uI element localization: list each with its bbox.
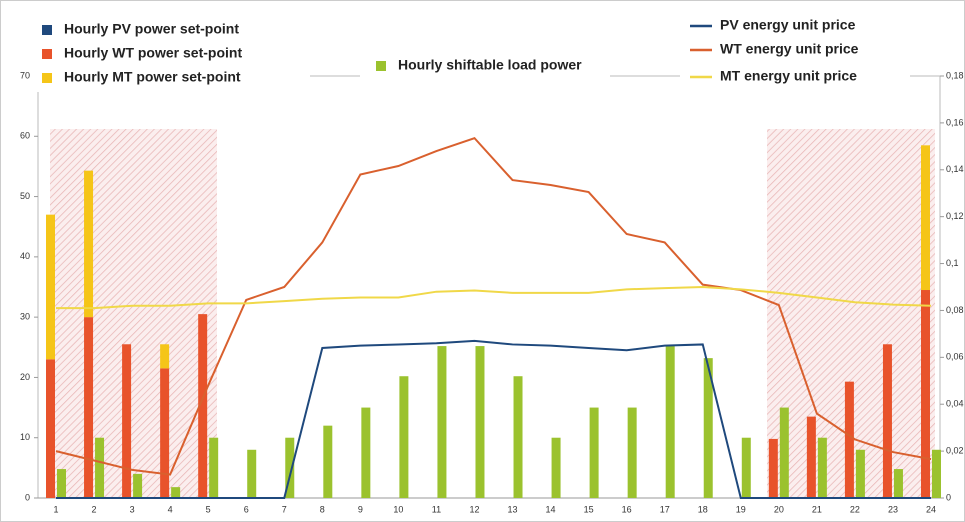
y-tick-label: 0 bbox=[25, 492, 30, 502]
bar bbox=[806, 416, 816, 498]
bar bbox=[46, 214, 55, 360]
legend-swatch bbox=[42, 25, 52, 35]
bar bbox=[703, 358, 713, 498]
bar bbox=[95, 437, 105, 498]
bar bbox=[46, 359, 55, 498]
bar bbox=[817, 437, 827, 498]
x-tick-label: 5 bbox=[206, 504, 211, 514]
x-tick-label: 6 bbox=[244, 504, 249, 514]
bar bbox=[768, 438, 778, 498]
bar bbox=[882, 344, 892, 498]
bar bbox=[198, 314, 208, 498]
legend-label: Hourly shiftable load power bbox=[398, 57, 582, 73]
x-tick-label: 17 bbox=[660, 504, 670, 514]
y2-tick-label: 0,04 bbox=[946, 399, 964, 409]
bar bbox=[285, 437, 295, 498]
y-tick-label: 10 bbox=[20, 432, 30, 442]
legend-label: Hourly MT power set-point bbox=[64, 69, 241, 85]
x-tick-label: 18 bbox=[698, 504, 708, 514]
legend-label: MT energy unit price bbox=[720, 68, 857, 84]
bar bbox=[921, 290, 930, 498]
x-tick-label: 13 bbox=[508, 504, 518, 514]
bar bbox=[475, 346, 485, 498]
x-tick-label: 3 bbox=[130, 504, 135, 514]
x-tick-label: 21 bbox=[812, 504, 822, 514]
bar bbox=[323, 425, 333, 498]
line bbox=[55, 136, 932, 476]
bar bbox=[932, 449, 941, 498]
x-tick-label: 9 bbox=[358, 504, 363, 514]
bar bbox=[57, 469, 66, 498]
x-tick-label: 8 bbox=[320, 504, 325, 514]
line bbox=[56, 339, 931, 499]
legend-bg bbox=[360, 52, 610, 80]
bar bbox=[665, 346, 675, 498]
y2-tick-label: 0,16 bbox=[946, 117, 964, 127]
x-tick-label: 24 bbox=[926, 504, 936, 514]
legend-label: Hourly PV power set-point bbox=[64, 21, 239, 37]
bar bbox=[247, 449, 257, 498]
y-tick-label: 50 bbox=[20, 191, 30, 201]
y2-tick-label: 0 bbox=[946, 492, 951, 502]
x-tick-label: 14 bbox=[546, 504, 556, 514]
bar bbox=[741, 437, 751, 498]
bar bbox=[84, 170, 94, 318]
bar bbox=[855, 449, 865, 498]
x-tick-label: 11 bbox=[432, 504, 441, 514]
x-tick-label: 20 bbox=[774, 504, 784, 514]
shaded-region bbox=[50, 129, 217, 498]
bar bbox=[921, 145, 930, 291]
bar bbox=[361, 407, 371, 498]
x-tick-label: 1 bbox=[53, 504, 58, 514]
x-tick-label: 12 bbox=[469, 504, 479, 514]
x-tick-label: 2 bbox=[92, 504, 97, 514]
y-tick-label: 40 bbox=[20, 251, 30, 261]
x-tick-label: 23 bbox=[888, 504, 898, 514]
y-tick-label: 60 bbox=[20, 131, 30, 141]
x-tick-label: 4 bbox=[168, 504, 173, 514]
y-tick-label: 20 bbox=[20, 372, 30, 382]
bar bbox=[551, 437, 561, 498]
bar bbox=[844, 381, 854, 498]
x-tick-label: 16 bbox=[622, 504, 632, 514]
y2-tick-label: 0,12 bbox=[946, 211, 964, 221]
x-tick-label: 22 bbox=[850, 504, 860, 514]
x-tick-label: 7 bbox=[282, 504, 287, 514]
bar bbox=[589, 407, 599, 498]
legend-swatch bbox=[42, 49, 52, 59]
y2-tick-label: 0,18 bbox=[946, 70, 964, 80]
y-tick-label: 70 bbox=[20, 70, 30, 80]
bar bbox=[437, 346, 447, 498]
legend-bg bbox=[680, 12, 910, 90]
x-tick-label: 15 bbox=[584, 504, 594, 514]
legend-swatch bbox=[376, 61, 386, 71]
y2-tick-label: 0,02 bbox=[946, 445, 964, 455]
x-tick-label: 19 bbox=[736, 504, 746, 514]
bar bbox=[209, 437, 219, 498]
legend-label: WT energy unit price bbox=[720, 41, 859, 57]
bar bbox=[779, 407, 789, 498]
y2-tick-label: 0,08 bbox=[946, 305, 964, 315]
bar bbox=[133, 473, 143, 498]
legend-swatch bbox=[42, 73, 52, 83]
legend-label: PV energy unit price bbox=[720, 17, 856, 33]
bar bbox=[627, 407, 637, 498]
y2-tick-label: 0,1 bbox=[946, 258, 959, 268]
y2-tick-label: 0,14 bbox=[946, 164, 964, 174]
bar bbox=[122, 344, 132, 498]
legend-bg bbox=[30, 14, 310, 92]
bar bbox=[893, 469, 903, 498]
y-tick-label: 30 bbox=[20, 312, 30, 322]
bar bbox=[160, 344, 170, 369]
bar bbox=[160, 368, 170, 498]
bar bbox=[399, 376, 409, 498]
x-tick-label: 10 bbox=[393, 504, 403, 514]
bar bbox=[84, 317, 94, 498]
bar bbox=[171, 487, 181, 498]
bar bbox=[513, 376, 523, 498]
y2-tick-label: 0,06 bbox=[946, 352, 964, 362]
line bbox=[56, 285, 932, 310]
legend-label: Hourly WT power set-point bbox=[64, 45, 242, 61]
